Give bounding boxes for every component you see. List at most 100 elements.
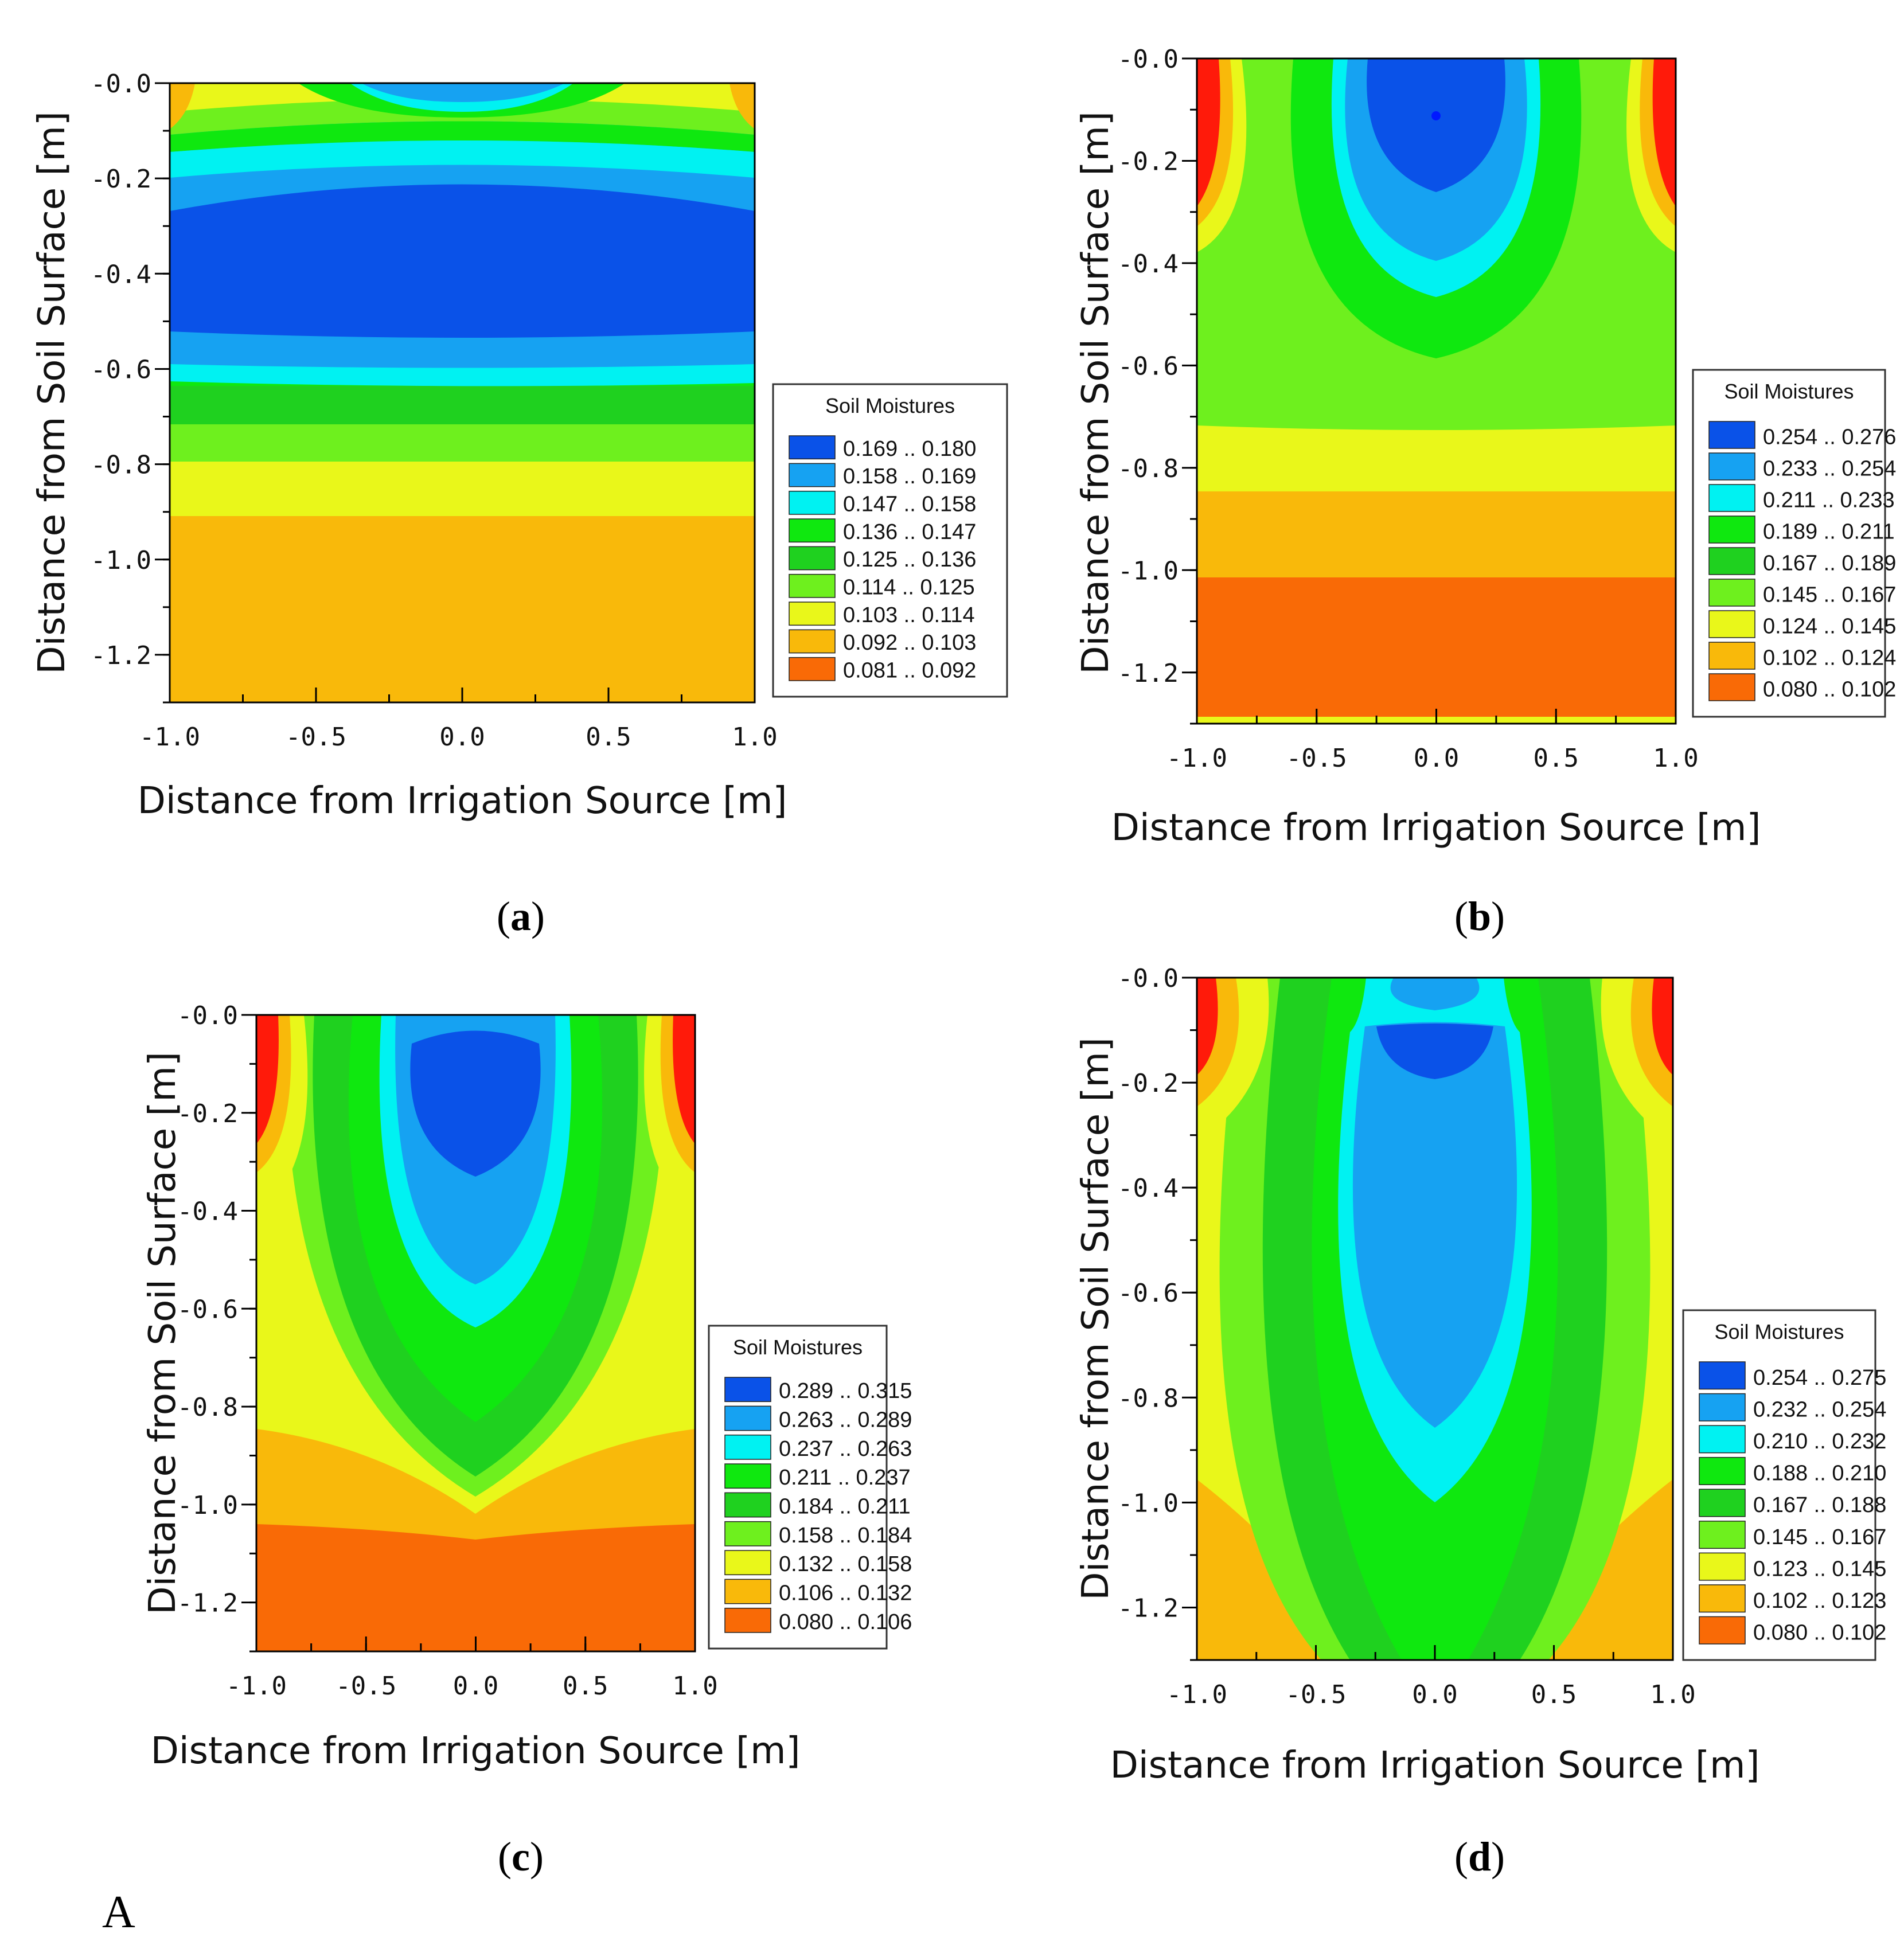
legend-entry-label: 0.254 .. 0.276 [1763,425,1896,450]
y-tick-label: -0.8 [91,451,151,480]
panel-d: -1.0 -0.5 0.0 0.5 1.0 -0.0 -0.2 -0.4 -0.6 -0.8 -1… [1075,964,1886,1880]
legend-swatch [724,1492,771,1518]
panel-c-caption: (c) [498,1834,544,1880]
x-tick-label: 0.5 [1531,1680,1577,1709]
panel-b-y-axis: -0.0 -0.2 -0.4 -0.6 -0.8 -1.0 -1.2 [1118,45,1197,725]
panel-d-top-mid-blue [1390,978,1480,1010]
x-tick-label: 0.0 [439,722,485,752]
legend-entry-label: 0.080 .. 0.102 [1753,1620,1886,1645]
y-tick-label: -1.0 [177,1491,238,1520]
x-tick-label: 1.0 [672,1671,717,1701]
legend-entry-label: 0.106 .. 0.132 [779,1581,912,1606]
y-tick-label: -1.0 [1118,1489,1179,1518]
legend-swatch [724,1579,771,1604]
legend-entry-label: 0.145 .. 0.167 [1753,1525,1886,1549]
legend-swatch [1708,515,1755,544]
y-tick-label: -0.2 [91,165,151,194]
panel-d-caption: (d) [1454,1834,1505,1880]
panel-b-legend: Soil Moistures 0.254 .. 0.276 0.233 .. 0.2… [1692,369,1896,718]
legend-entry-label: 0.188 .. 0.210 [1753,1462,1886,1486]
y-tick-label: -1.2 [1118,659,1179,688]
y-tick-label: -1.0 [1118,556,1179,585]
panel-b-x-axis: -1.0 -0.5 0.0 0.5 1.0 [1166,709,1699,773]
y-tick-label: -0.6 [177,1295,238,1324]
legend-swatch [1699,1584,1746,1613]
legend-swatch [1708,579,1755,607]
legend-swatch [1708,452,1755,481]
panel-d-plume-dark-blue [1376,1024,1493,1079]
y-tick-label: -1.2 [177,1589,238,1618]
legend-swatch [789,490,836,515]
legend-entry-label: 0.123 .. 0.145 [1753,1557,1886,1581]
legend-entry-label: 0.092 .. 0.103 [843,631,976,655]
x-tick-label: 0.0 [1414,744,1459,773]
y-tick-label: -1.2 [1118,1593,1179,1623]
legend-swatch [1708,547,1755,575]
y-tick-label: -0.6 [1118,1279,1179,1308]
legend-swatch [724,1463,771,1489]
legend-swatch [1708,484,1755,512]
x-tick-label: 0.5 [563,1671,608,1701]
legend-entry-label: 0.081 .. 0.092 [843,658,976,682]
legend-swatch [724,1521,771,1546]
legend-entry-label: 0.080 .. 0.102 [1763,678,1896,702]
y-tick-label: -0.0 [91,69,151,99]
panel-b-xlabel: Distance from Irrigation Source [m] [1111,807,1761,849]
figure-footer-label: A [102,1887,135,1938]
y-tick-label: -0.8 [1118,454,1179,483]
panel-c-right-red-edge [673,1015,695,1144]
panel-d-x-axis: -1.0 -0.5 0.0 0.5 1.0 [1166,1645,1696,1709]
x-tick-label: 0.5 [1534,744,1579,773]
panel-d-plume-mid-blue [1352,1022,1517,1428]
panel-d-plot-area [1197,978,1673,1660]
legend-entry-label: 0.158 .. 0.169 [843,464,976,489]
legend-entry-label: 0.289 .. 0.315 [779,1379,912,1403]
legend-swatch [724,1550,771,1576]
legend-swatch [1708,673,1755,701]
x-tick-label: 0.0 [453,1671,498,1701]
legend-swatch [1699,1521,1746,1549]
legend-entry-label: 0.145 .. 0.167 [1763,583,1896,607]
y-tick-label: -0.2 [1118,1069,1179,1098]
panel-a-caption: (a) [497,893,545,939]
legend-swatch [724,1405,771,1431]
legend-swatch [1699,1616,1746,1645]
legend-entry-label: 0.210 .. 0.232 [1753,1429,1886,1454]
y-tick-label: -0.2 [177,1099,238,1128]
legend-entry-label: 0.080 .. 0.106 [779,1610,912,1634]
legend-entry-label: 0.211 .. 0.237 [779,1466,911,1490]
legend-entry-label: 0.167 .. 0.188 [1753,1493,1886,1517]
y-tick-label: -0.0 [1118,45,1179,74]
legend-swatch [789,435,836,460]
x-tick-label: -0.5 [335,1671,396,1701]
legend-title: Soil Moistures [733,1335,863,1359]
legend-entry-label: 0.167 .. 0.189 [1763,552,1896,576]
legend-entry-label: 0.136 .. 0.147 [843,520,976,544]
panel-c-xlabel: Distance from Irrigation Source [m] [151,1730,801,1772]
legend-entry-label: 0.158 .. 0.184 [779,1524,912,1548]
panel-a-ylabel: Distance from Soil Surface [m] [31,111,73,674]
legend-entry-label: 0.102 .. 0.123 [1753,1589,1886,1613]
y-tick-label: -0.2 [1118,147,1179,176]
legend-entry-label: 0.169 .. 0.180 [843,437,976,461]
x-tick-label: -1.0 [1166,1680,1227,1709]
x-tick-label: -1.0 [226,1671,287,1701]
panel-c-plume-dark-blue [410,1030,541,1177]
panel-c-left-red-edge [256,1015,279,1144]
panel-a-legend: Soil Moistures 0.169 .. 0.180 0.158 .. 0.1… [772,383,1008,698]
x-tick-label: -0.5 [1286,744,1347,773]
legend-swatch [724,1434,771,1460]
legend-title: Soil Moistures [1724,380,1854,403]
panel-d-y-axis: -0.0 -0.2 -0.4 -0.6 -0.8 -1.0 -1.2 [1118,964,1197,1661]
legend-swatch [724,1607,771,1633]
legend-entry-label: 0.233 .. 0.254 [1763,457,1896,481]
x-tick-label: -0.5 [286,722,346,752]
legend-swatch [789,657,836,681]
y-tick-label: -0.6 [91,355,151,384]
legend-swatch [1699,1361,1746,1390]
legend-swatch [1699,1425,1746,1454]
legend-entry-label: 0.211 .. 0.233 [1763,489,1895,513]
legend-entry-label: 0.102 .. 0.124 [1763,646,1896,670]
y-tick-label: -1.2 [91,641,151,670]
